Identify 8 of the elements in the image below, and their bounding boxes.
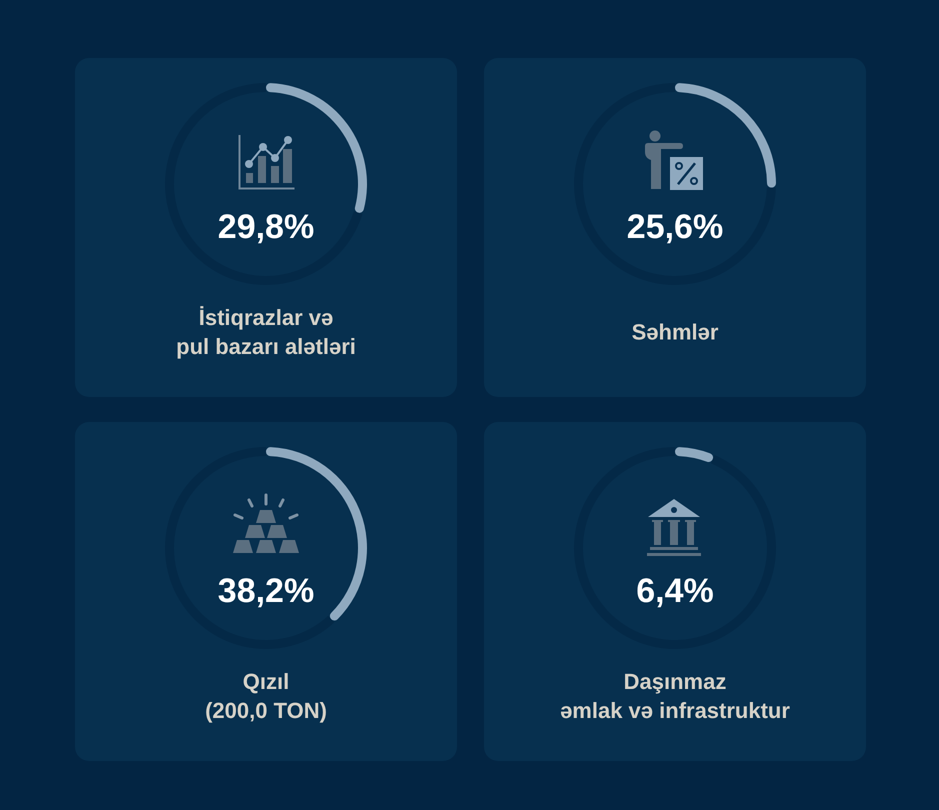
text: Daşınmaz əmlak və infrastruktur	[560, 669, 790, 723]
text: 25,6%	[626, 208, 724, 246]
text: 38,2%	[218, 572, 314, 610]
text: Səhmlər	[632, 320, 719, 344]
text: İstiqrazlar və pul bazarı alətləri	[176, 305, 356, 359]
text: Qızıl (200,0 TON)	[205, 669, 327, 723]
text: 6,4%	[636, 572, 714, 610]
text: 29,8%	[218, 208, 314, 246]
